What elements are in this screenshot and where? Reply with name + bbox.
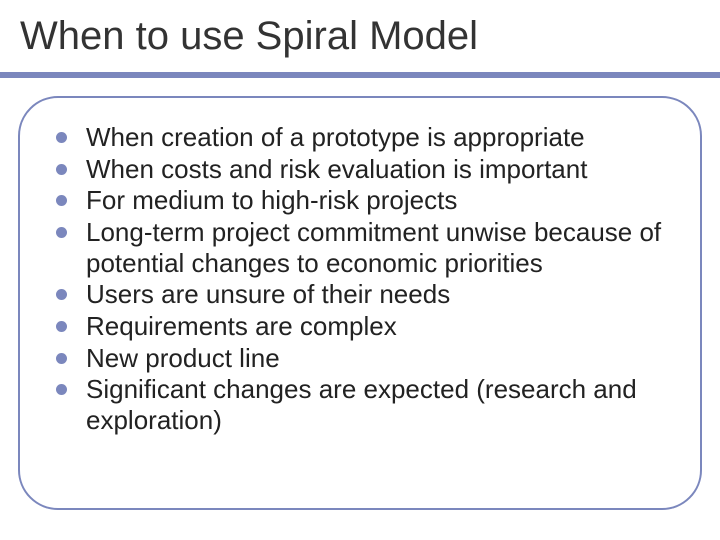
list-item: For medium to high-risk projects: [50, 185, 670, 216]
slide-title: When to use Spiral Model: [20, 14, 478, 59]
title-underline: [0, 72, 720, 78]
list-item: New product line: [50, 343, 670, 374]
list-item: When creation of a prototype is appropri…: [50, 122, 670, 153]
slide: When to use Spiral Model When creation o…: [0, 0, 720, 540]
bullet-list: When creation of a prototype is appropri…: [50, 122, 670, 436]
list-item: Long-term project commitment unwise beca…: [50, 217, 670, 278]
list-item: Requirements are complex: [50, 311, 670, 342]
content-box: When creation of a prototype is appropri…: [18, 96, 702, 510]
list-item: Users are unsure of their needs: [50, 279, 670, 310]
list-item: Significant changes are expected (resear…: [50, 374, 670, 435]
list-item: When costs and risk evaluation is import…: [50, 154, 670, 185]
